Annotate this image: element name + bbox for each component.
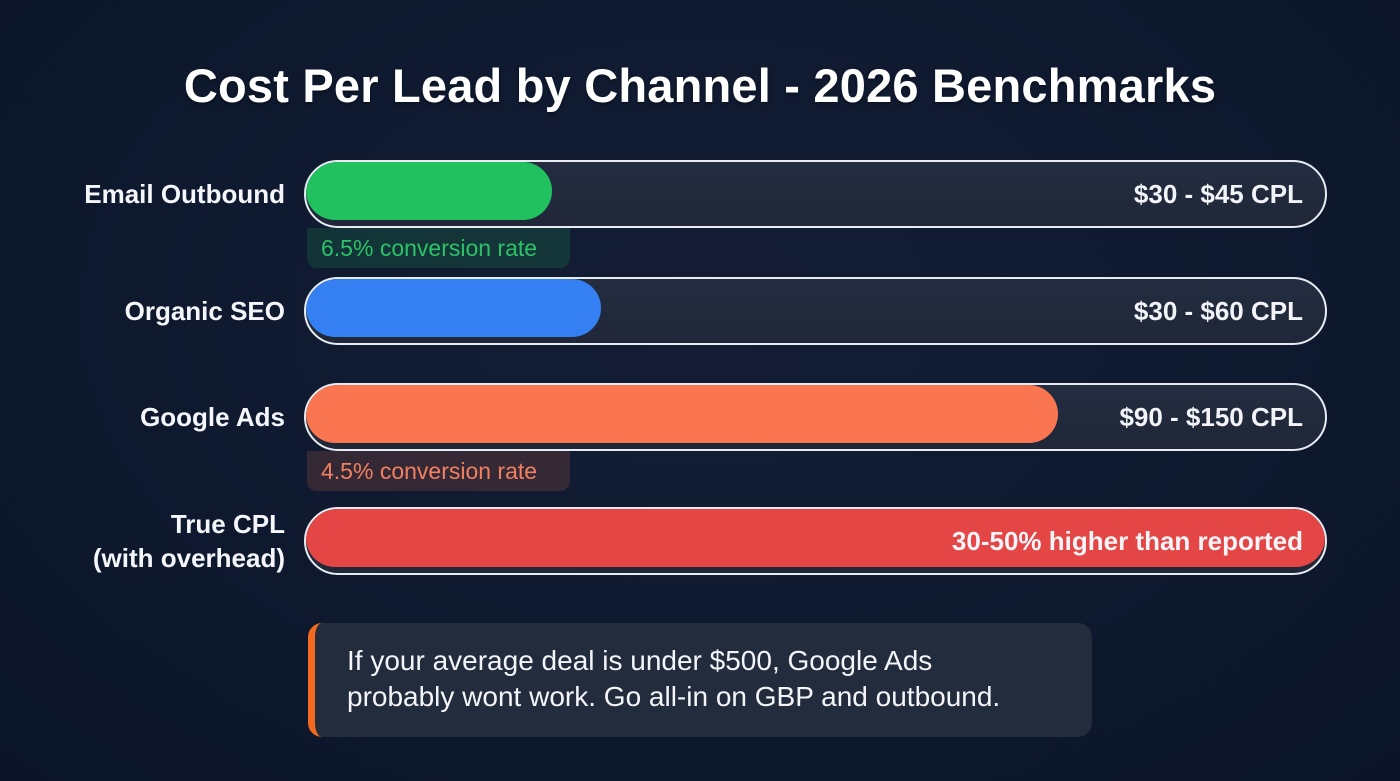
row-label-true-cpl: True CPL (with overhead) xyxy=(93,507,285,575)
bar-track-true-cpl: 30-50% higher than reported xyxy=(304,507,1327,575)
row-label-google-ads: Google Ads xyxy=(140,402,285,432)
cpl-value-true-cpl: 30-50% higher than reported xyxy=(951,526,1303,556)
cpl-value-email-outbound: $30 - $45 CPL xyxy=(1133,179,1303,209)
row-label-organic-seo: Organic SEO xyxy=(124,296,285,326)
row-label-true-cpl-line1: True CPL xyxy=(170,509,285,539)
bar-track-google-ads: $90 - $150 CPL xyxy=(304,383,1327,451)
callout-line-1: If your average deal is under $500, Goog… xyxy=(347,645,933,676)
row-label-true-cpl-line2: (with overhead) xyxy=(92,543,285,573)
bar-fill-organic-seo xyxy=(306,279,601,337)
recommendation-callout: If your average deal is under $500, Goog… xyxy=(308,623,1092,737)
chart-title: Cost Per Lead by Channel - 2026 Benchmar… xyxy=(183,59,1217,112)
bar-track-organic-seo: $30 - $60 CPL xyxy=(304,277,1327,345)
bar-fill-true-cpl xyxy=(306,509,1325,567)
conversion-tag-email-outbound: 6.5% conversion rate xyxy=(307,228,570,268)
bar-track-email-outbound: $30 - $45 CPL xyxy=(304,160,1327,228)
bar-fill-email-outbound xyxy=(306,162,552,220)
bar-fill-google-ads xyxy=(306,385,1058,443)
row-label-email-outbound: Email Outbound xyxy=(84,179,285,209)
cpl-value-google-ads: $90 - $150 CPL xyxy=(1119,402,1303,432)
cpl-value-organic-seo: $30 - $60 CPL xyxy=(1133,296,1303,326)
conversion-tag-google-ads: 4.5% conversion rate xyxy=(307,451,570,491)
callout-line-2: probably wont work. Go all-in on GBP and… xyxy=(347,681,1001,712)
